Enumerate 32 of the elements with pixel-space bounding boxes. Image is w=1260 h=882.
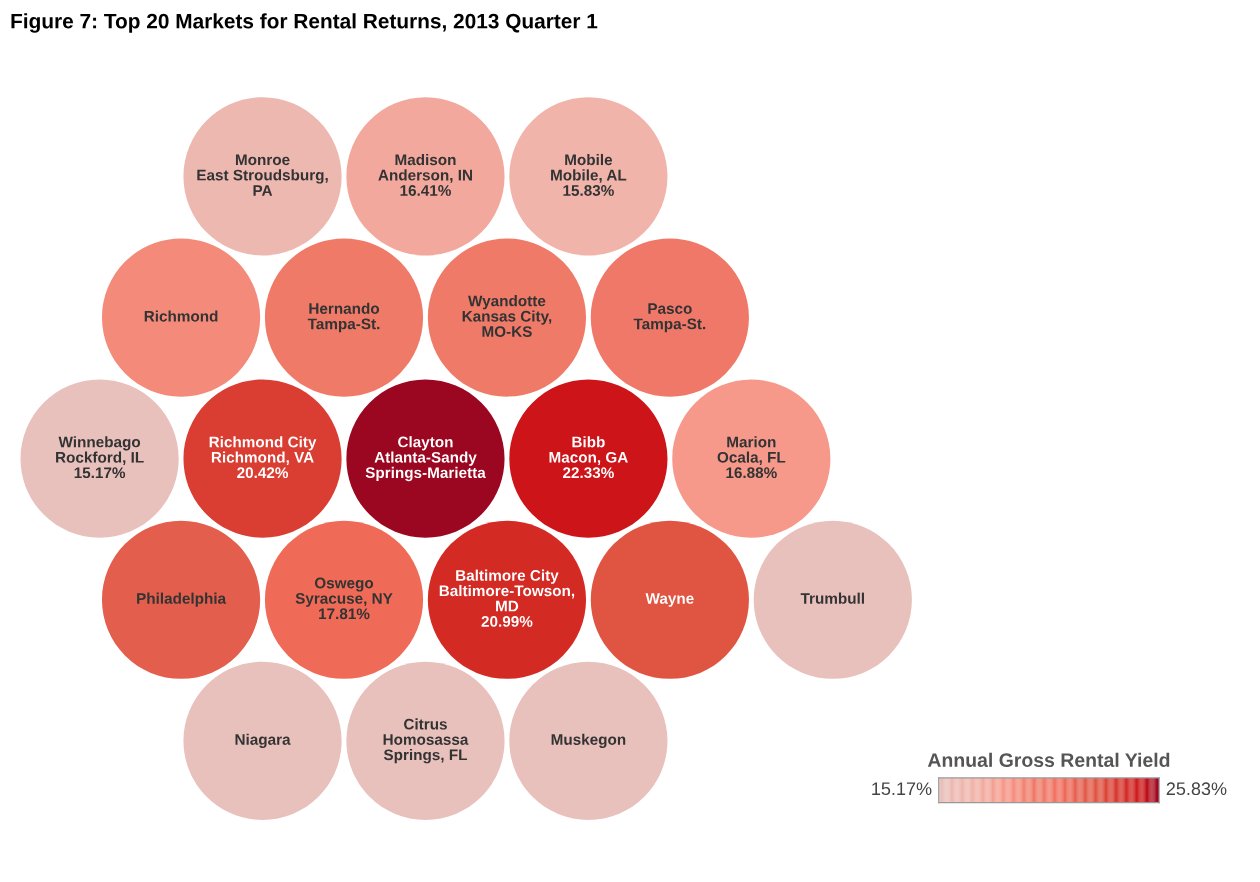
category-label: Hernando Tampa-St. [307, 302, 380, 333]
category-label: Wayne [645, 593, 694, 607]
category-label: Clayton Atlanta-Sandy Springs-Marietta [365, 436, 486, 482]
data-label: 20.42% [237, 467, 289, 479]
category-label: Wyandotte Kansas City, MO-KS [462, 295, 552, 337]
category-label: Niagara [235, 733, 291, 748]
category-label: Richmond [144, 310, 218, 322]
category-label: Baltimore City Baltimore-Towson, MD [439, 569, 575, 612]
data-label: 16.88% [726, 467, 777, 479]
category-label: Marion Ocala, FL [717, 436, 786, 465]
category-label: Muskegon [551, 733, 626, 748]
data-label: 15.17% [74, 467, 126, 479]
data-label: 22.33% [563, 467, 614, 479]
category-label: Citrus Homosassa Springs, FL [383, 718, 469, 764]
category-label: Oswego Syracuse, NY [295, 577, 393, 607]
text: 25.83% [1166, 782, 1227, 796]
category-label: Richmond City Richmond, VA [209, 436, 317, 465]
data-label: 17.81% [319, 608, 370, 620]
category-label: Winnebago Rockford, IL [56, 436, 144, 465]
data-label: 20.99% [481, 616, 533, 627]
text: 15.17% [872, 782, 932, 796]
category-label: Trumbull [800, 592, 864, 604]
category-label: Bibb Macon, GA [549, 436, 628, 465]
text: Figure 7: Top 20 Markets for Rental Returns, 2013 Quarter 1 [11, 13, 598, 33]
category-label: Mobile Mobile, AL [551, 153, 627, 183]
category-label: Philadelphia [137, 592, 227, 607]
category-label: Pasco Tampa-St. [633, 303, 706, 333]
category-label: Monroe East Stroudsburg, PA [197, 154, 328, 196]
color-bar-title: Annual Gross Rental Yield [927, 752, 1170, 767]
data-label: 15.83% [563, 185, 614, 196]
data-label: 16.41% [400, 185, 451, 196]
category-label: Madison Anderson, IN [378, 153, 472, 183]
